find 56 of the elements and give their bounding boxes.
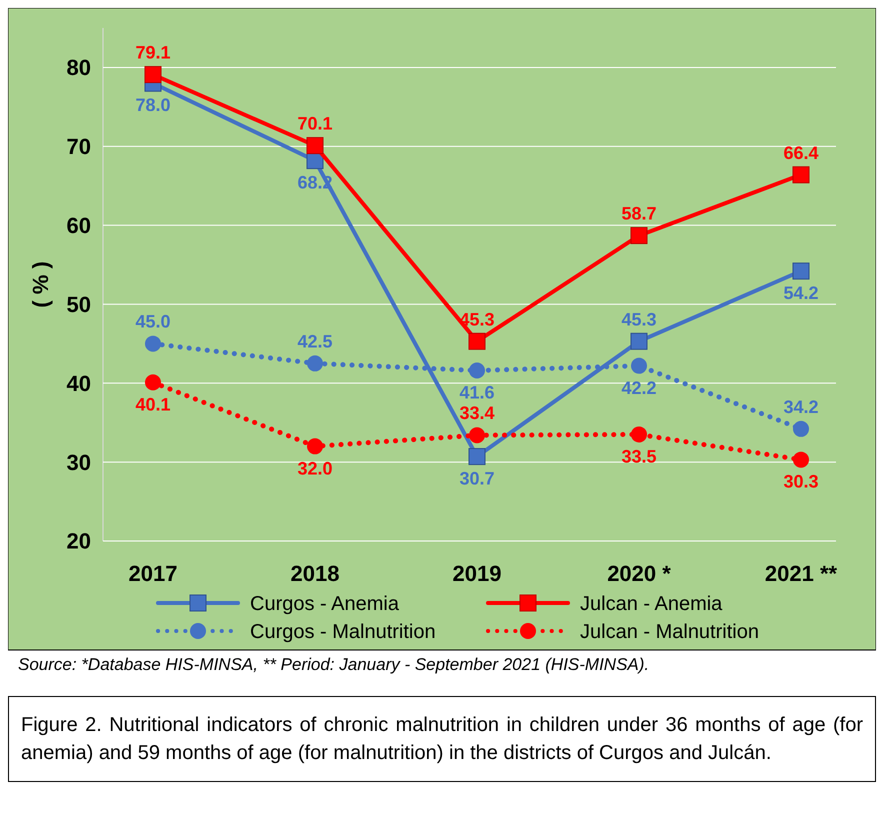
source-note: Source: *Database HIS-MINSA, ** Period: January - September 2021 (HIS-MINSA). (18, 655, 650, 674)
point (145, 336, 161, 352)
point (631, 426, 647, 442)
text: 45.0 (135, 312, 171, 332)
y-tick-label: 60 (66, 213, 91, 238)
legend-label: Curgos - Anemia (250, 593, 400, 615)
y-tick-label: 50 (66, 292, 91, 317)
text: 42.2 (621, 378, 657, 398)
x-tick-label: 2017 (128, 561, 178, 586)
point (307, 438, 323, 454)
text: 79.1 (135, 42, 171, 63)
text: 30.7 (459, 468, 495, 489)
y-tick-label: 30 (66, 450, 91, 475)
caption: Figure 2. Nutritional indicators of chronic malnutrition in children under 36 months of age (for anemia) and 59 months of age (for malnutrition) in the districts of Curgos and Julcán. (8, 696, 876, 782)
text: 33.5 (621, 446, 657, 466)
point (469, 427, 485, 444)
legend-label: Julcan - Anemia (580, 593, 724, 615)
text: 45.3 (621, 309, 657, 330)
x-tick-label: 2020 * (607, 561, 672, 586)
text: 42.5 (297, 331, 333, 352)
text: 40.1 (135, 394, 171, 414)
point (793, 452, 809, 468)
point (145, 374, 161, 390)
y-axis-title: ( % ) (28, 261, 53, 308)
point (630, 227, 648, 244)
text: 58.7 (621, 204, 657, 224)
legend-label: Curgos - Malnutrition (250, 621, 436, 643)
text: 30.3 (783, 472, 819, 492)
text: 66.4 (783, 142, 819, 163)
point (630, 332, 648, 350)
text: 33.4 (459, 403, 495, 424)
point (792, 166, 810, 184)
point (468, 448, 486, 466)
point (468, 332, 486, 350)
x-tick-label: 2018 (290, 561, 340, 586)
point (144, 66, 162, 84)
text: 70.1 (297, 114, 333, 134)
point (469, 362, 485, 379)
y-tick-label: 70 (66, 134, 91, 160)
text: 45.3 (459, 309, 495, 330)
text: 78.0 (135, 95, 171, 116)
y-tick-label: 40 (66, 370, 91, 396)
text: 34.2 (783, 396, 819, 417)
y-tick-label: 80 (66, 55, 91, 80)
point (792, 262, 810, 280)
point (793, 420, 809, 437)
point (631, 358, 647, 374)
x-tick-label: 2019 (452, 561, 502, 586)
legend-label: Julcan - Malnutrition (580, 621, 759, 643)
point (307, 355, 323, 372)
text: 32.0 (297, 458, 333, 478)
y-tick-label: 20 (66, 528, 91, 554)
text: 54.2 (783, 283, 819, 304)
point (306, 137, 324, 154)
text: 41.6 (459, 382, 495, 403)
x-tick-label: 2021 ** (764, 561, 838, 586)
